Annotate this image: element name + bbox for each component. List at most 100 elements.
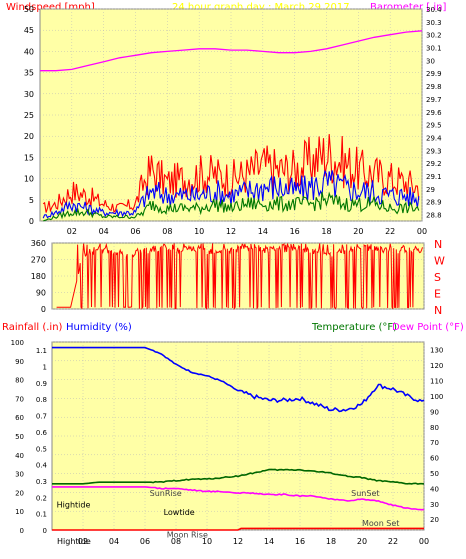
panel1-x-tick-label: 22 bbox=[385, 227, 395, 236]
panel3-x-tick-label: 04 bbox=[109, 537, 119, 546]
rainfall-tick-label: 0.7 bbox=[36, 413, 47, 421]
temperature-tick-label: 110 bbox=[430, 378, 443, 386]
humidity-tick-label: 90 bbox=[15, 358, 24, 366]
windspeed-tick-label: 5 bbox=[29, 196, 34, 205]
temperature-tick-label: 30 bbox=[430, 501, 439, 509]
humidity-tick-label: 20 bbox=[15, 489, 24, 497]
barometer-tick-label: 29 bbox=[426, 186, 435, 194]
windspeed-axis-label: Windspeed [mph] bbox=[6, 2, 95, 13]
barometer-tick-label: 28.9 bbox=[426, 199, 442, 207]
humidity-tick-label: 10 bbox=[15, 508, 24, 516]
windspeed-tick-label: 45 bbox=[24, 26, 34, 35]
windspeed-tick-label: 15 bbox=[24, 153, 34, 162]
rainfall-axis-label: Rainfall (.in) bbox=[2, 322, 63, 333]
barometer-tick-label: 30 bbox=[426, 57, 435, 65]
windspeed-tick-label: 30 bbox=[24, 90, 34, 99]
direction-tick-label: 270 bbox=[31, 256, 46, 265]
temperature-tick-label: 130 bbox=[430, 347, 443, 355]
panel1-x-tick-label: 10 bbox=[194, 227, 204, 236]
barometer-tick-label: 30.3 bbox=[426, 19, 442, 27]
windspeed-tick-label: 35 bbox=[24, 69, 34, 78]
compass-label: N bbox=[434, 238, 442, 251]
series-lull bbox=[42, 191, 420, 222]
barometer-tick-label: 28.8 bbox=[426, 212, 442, 220]
panel1-x-tick-label: 12 bbox=[226, 227, 236, 236]
temperature-axis-label: Temperature (°F) bbox=[311, 322, 397, 333]
direction-tick-label: 90 bbox=[36, 289, 46, 298]
rainfall-tick-label: 0.5 bbox=[36, 445, 47, 453]
temperature-tick-label: 90 bbox=[430, 408, 439, 416]
panel1-x-tick-label: 20 bbox=[353, 227, 363, 236]
rainfall-tick-label: 0.8 bbox=[36, 396, 47, 404]
barometer-tick-label: 30.2 bbox=[426, 32, 442, 40]
series-temperature bbox=[52, 468, 425, 485]
rain-humidity-temp-panel: 010203040506070809010000.10.20.30.40.50.… bbox=[11, 339, 444, 546]
series-gust bbox=[42, 134, 420, 214]
rainfall-tick-label: 1.1 bbox=[36, 347, 47, 355]
panel3-annotations: Hightide SunRise Lowtide Moon Rise SunSet Moo… bbox=[57, 489, 400, 539]
humidity-tick-label: 30 bbox=[15, 471, 24, 479]
barometer-axis-label: Barometer [.in] bbox=[370, 2, 446, 13]
rainfall-tick-label: 0.6 bbox=[36, 429, 48, 437]
rainfall-tick-label: 0.1 bbox=[36, 511, 47, 519]
barometer-tick-label: 29.5 bbox=[426, 122, 442, 130]
direction-tick-label: 0 bbox=[41, 305, 46, 314]
barometer-tick-label: 30.1 bbox=[426, 45, 442, 53]
temperature-tick-label: 50 bbox=[430, 470, 439, 478]
panel1-x-tick-label: 16 bbox=[290, 227, 300, 236]
temperature-tick-label: 70 bbox=[430, 439, 439, 447]
windspeed-tick-label: 40 bbox=[24, 47, 34, 56]
direction-tick-label: 360 bbox=[31, 239, 46, 248]
humidity-tick-label: 70 bbox=[15, 395, 24, 403]
compass-label: W bbox=[434, 255, 445, 268]
panel3-x-tick-label: 10 bbox=[202, 537, 212, 546]
panel3-series bbox=[52, 346, 425, 531]
event-annotation: Hightide bbox=[57, 500, 91, 509]
rainfall-tick-label: 1 bbox=[43, 364, 47, 372]
wind-barometer-panel: 0 5 10 15 20 25 30 35 40 45 50 28.8 28.9 29 29.1 29.2 29… bbox=[24, 5, 442, 236]
humidity-tick-label: 100 bbox=[11, 339, 24, 347]
panel1-x-tick-label: 02 bbox=[67, 227, 77, 236]
panel3-x-tick-label: 00 bbox=[419, 537, 429, 546]
panel1-ticks: 0 5 10 15 20 25 30 35 40 45 50 28.8 28.9 29 29.1 29.2 29… bbox=[24, 5, 442, 236]
panel1-x-tick-label: 00 bbox=[417, 227, 427, 236]
panel2-series bbox=[56, 242, 423, 311]
barometer-tick-label: 30.4 bbox=[426, 6, 442, 14]
panel3-ticks: 010203040506070809010000.10.20.30.40.50.… bbox=[11, 339, 444, 546]
panel1-series bbox=[40, 30, 423, 222]
panel3-x-tick-label: 16 bbox=[295, 537, 305, 546]
rainfall-tick-label: 0.2 bbox=[36, 494, 47, 502]
temperature-tick-label: 120 bbox=[430, 362, 443, 370]
compass-label: S bbox=[434, 271, 441, 284]
barometer-tick-label: 29.8 bbox=[426, 83, 442, 91]
graph-title: 24 hour graph day : March 29 2017 bbox=[172, 2, 350, 13]
series-rainfall bbox=[52, 527, 424, 531]
barometer-tick-label: 29.3 bbox=[426, 147, 442, 155]
event-annotation: Moon Set bbox=[362, 519, 399, 528]
barometer-tick-label: 29.4 bbox=[426, 134, 442, 142]
humidity-tick-label: 0 bbox=[20, 527, 24, 535]
windspeed-tick-label: 10 bbox=[24, 175, 34, 184]
direction-tick-label: 180 bbox=[31, 272, 46, 281]
rainfall-tick-label: 0.3 bbox=[36, 478, 47, 486]
panel1-x-tick-label: 14 bbox=[258, 227, 268, 236]
event-annotation: SunSet bbox=[351, 489, 379, 498]
barometer-tick-label: 29.2 bbox=[426, 160, 442, 168]
compass-label: N bbox=[434, 304, 442, 317]
panel3-x-tick-label: 08 bbox=[171, 537, 181, 546]
barometer-tick-label: 29.6 bbox=[426, 109, 442, 117]
barometer-tick-label: 29.9 bbox=[426, 70, 442, 78]
panel3-x-tick-label: 02 bbox=[78, 537, 88, 546]
humidity-tick-label: 50 bbox=[15, 433, 24, 441]
panel1-x-tick-label: 06 bbox=[130, 227, 140, 236]
rainfall-tick-label: 0.9 bbox=[36, 380, 47, 388]
temperature-tick-label: 20 bbox=[430, 516, 439, 524]
event-annotation: Lowtide bbox=[164, 508, 195, 517]
panel3-x-tick-label: 20 bbox=[357, 537, 367, 546]
temperature-tick-label: 80 bbox=[430, 424, 439, 432]
panel1-x-tick-label: 08 bbox=[162, 227, 172, 236]
